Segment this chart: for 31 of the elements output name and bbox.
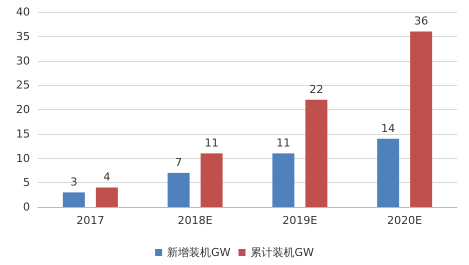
- bar: [200, 153, 223, 207]
- data-label: 3: [70, 175, 78, 188]
- data-label: 14: [381, 122, 396, 135]
- x-tick-label: 2020E: [387, 214, 422, 227]
- data-label: 11: [276, 136, 290, 150]
- x-tick-label: 2018E: [178, 214, 213, 227]
- x-tick-label: 2017: [76, 214, 104, 227]
- x-tick-label: 2019E: [282, 214, 318, 227]
- data-label: 4: [103, 170, 110, 184]
- bar: [62, 192, 85, 207]
- y-tick-label: 40: [16, 6, 30, 18]
- bar: [305, 100, 328, 207]
- y-tick-label: 30: [16, 54, 30, 68]
- y-tick-label: 15: [16, 127, 30, 140]
- y-tick-label: 0: [23, 200, 30, 214]
- y-tick-label: 20: [16, 103, 30, 116]
- y-tick-label: 10: [16, 152, 30, 165]
- data-label: 36: [414, 14, 428, 28]
- legend-label: 累计装机GW: [250, 246, 314, 259]
- bar: [410, 32, 432, 207]
- y-tick-label: 5: [23, 176, 30, 190]
- legend-label: 新增装机GW: [167, 246, 231, 259]
- bar: [377, 138, 400, 207]
- y-tick-label: 35: [16, 30, 30, 43]
- data-label: 7: [175, 156, 182, 169]
- bar: [272, 153, 294, 207]
- bar: [96, 188, 118, 207]
- bar: [168, 172, 190, 207]
- data-label: 11: [204, 136, 219, 150]
- y-tick-label: 25: [16, 78, 30, 92]
- data-label: 22: [309, 82, 324, 96]
